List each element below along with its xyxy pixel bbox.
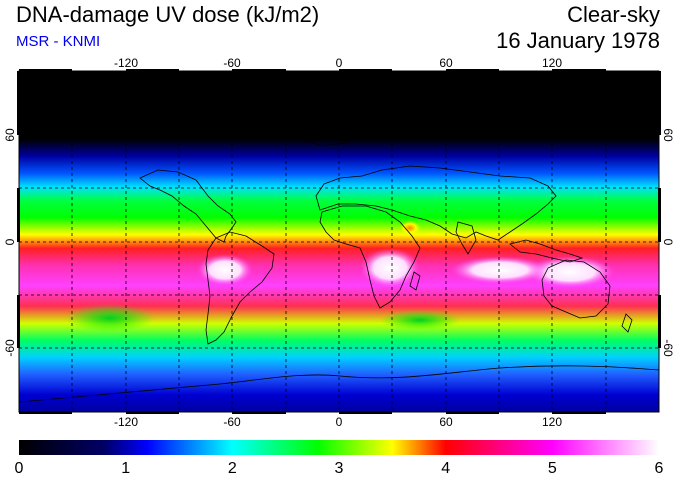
sky-condition-label: Clear-sky <box>567 2 660 27</box>
frame-ticks <box>17 69 661 414</box>
lat-label-left: 60 <box>3 128 17 142</box>
colorbar-label: 3 <box>335 460 344 477</box>
coast-southeast-asia-islands <box>509 239 584 263</box>
lat-label-right: -60 <box>661 339 675 357</box>
high-uv-region-south-america <box>197 254 253 286</box>
high-uv-region-australia <box>525 256 615 288</box>
colorbar: 0 1 2 3 4 5 6 <box>15 440 664 477</box>
colorbar-label: 5 <box>548 460 557 477</box>
lon-label-top: 0 <box>336 56 343 70</box>
coast-europe-asia <box>315 165 557 241</box>
lon-label-bottom: 120 <box>542 415 562 429</box>
chart-title: DNA-damage UV dose (kJ/m2) <box>16 2 320 27</box>
coast-new-zealand <box>621 313 633 333</box>
lon-labels-top: -120 -60 0 60 120 <box>114 56 562 70</box>
lon-label-top: -120 <box>114 56 138 70</box>
lat-label-left: 0 <box>3 238 17 245</box>
coastlines <box>18 123 660 403</box>
colorbar-label: 6 <box>655 460 664 477</box>
high-uv-region-indian-ocean <box>450 256 550 284</box>
lat-label-right: 0 <box>661 239 675 246</box>
lat-label-left: -60 <box>3 339 17 357</box>
colorbar-label: 2 <box>228 460 237 477</box>
lon-label-bottom: 0 <box>336 415 343 429</box>
graticule <box>19 71 659 412</box>
coast-greenland-islands <box>299 123 353 147</box>
coast-africa <box>319 205 421 309</box>
lon-label-bottom: -120 <box>114 415 138 429</box>
coast-australia <box>541 259 611 319</box>
colorbar-labels: 0 1 2 3 4 5 6 <box>15 460 664 477</box>
date-label: 16 January 1978 <box>496 28 660 53</box>
colorbar-label: 1 <box>121 460 130 477</box>
coast-north-america <box>139 169 237 243</box>
warm-spot-east-africa <box>400 221 420 235</box>
source-label: MSR - KNMI <box>16 33 101 50</box>
green-region-south-indian <box>380 310 460 330</box>
coast-indian-subcontinent <box>455 221 477 255</box>
colorbar-label: 4 <box>441 460 450 477</box>
coast-madagascar <box>409 271 421 291</box>
lat-label-right: 60 <box>661 128 675 142</box>
lat-labels-right: 60 0 -60 <box>661 128 675 357</box>
coast-south-america <box>205 231 275 345</box>
green-region-south-pacific <box>65 304 155 332</box>
lat-labels-left: 60 0 -60 <box>3 128 17 357</box>
lon-label-bottom: 60 <box>439 415 453 429</box>
colorbar-gradient <box>19 440 659 455</box>
lon-label-bottom: -60 <box>223 415 241 429</box>
lon-label-top: 120 <box>542 56 562 70</box>
lon-label-top: -60 <box>223 56 241 70</box>
lon-labels-bottom: -120 -60 0 60 120 <box>114 415 562 429</box>
coast-antarctica <box>18 365 660 403</box>
lon-label-top: 60 <box>439 56 453 70</box>
colorbar-label: 0 <box>15 460 24 477</box>
